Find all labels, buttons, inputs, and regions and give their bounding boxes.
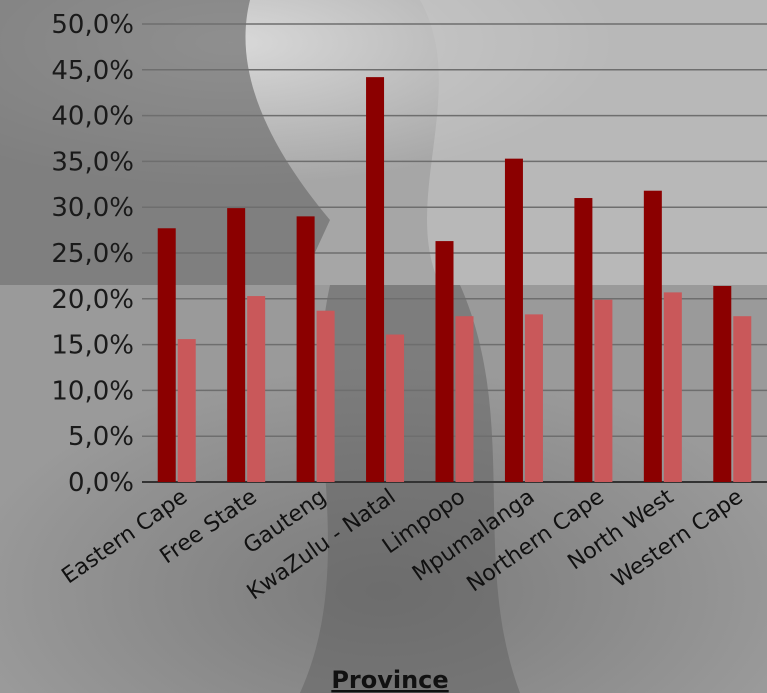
bars: [157, 77, 752, 483]
bar-series-1: [435, 241, 454, 482]
y-tick-label: 15,0%: [51, 331, 134, 361]
y-tick-label: 25,0%: [51, 239, 134, 269]
bar-series-2: [247, 296, 266, 482]
bar-series-2: [733, 316, 752, 482]
bar-series-2: [594, 299, 613, 482]
bar-series-1: [157, 228, 176, 482]
y-tick-label: 5,0%: [68, 422, 134, 452]
bar-series-2: [663, 292, 682, 482]
y-tick-label: 10,0%: [51, 376, 134, 406]
bar-series-2: [455, 316, 474, 482]
y-tick-label: 20,0%: [51, 285, 134, 315]
y-tick-label: 45,0%: [51, 56, 134, 86]
bar-series-1: [366, 77, 385, 483]
bar-series-2: [524, 314, 543, 482]
y-tick-label: 0,0%: [68, 468, 134, 498]
gridlines: [142, 23, 767, 483]
bar-series-1: [296, 216, 315, 483]
x-axis-title: Province: [331, 666, 448, 693]
y-axis-ticks: 0,0% 5,0% 10,0% 15,0% 20,0% 25,0% 30,0% 35,0% 40…: [51, 10, 134, 498]
bar-series-2: [316, 310, 335, 482]
y-tick-label: 50,0%: [51, 10, 134, 40]
bar-series-1: [504, 158, 523, 483]
bar-series-2: [177, 339, 196, 482]
bar-series-1: [227, 208, 246, 482]
y-tick-label: 40,0%: [51, 102, 134, 132]
bar-series-1: [574, 198, 593, 483]
bar-series-2: [386, 334, 405, 482]
bar-series-1: [713, 285, 732, 482]
y-tick-label: 35,0%: [51, 147, 134, 177]
bar-series-1: [643, 190, 662, 482]
y-tick-label: 30,0%: [51, 193, 134, 223]
